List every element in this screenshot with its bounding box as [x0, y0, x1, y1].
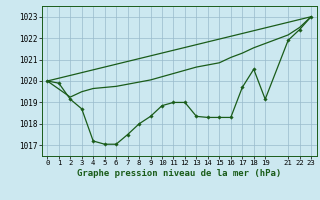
X-axis label: Graphe pression niveau de la mer (hPa): Graphe pression niveau de la mer (hPa): [77, 169, 281, 178]
